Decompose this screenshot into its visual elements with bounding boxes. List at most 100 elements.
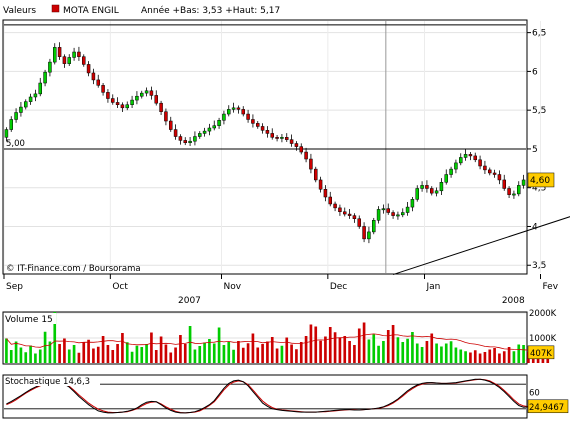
volume-bar (324, 336, 327, 363)
volume-last-label: 407K (530, 349, 552, 359)
volume-bar (174, 347, 177, 363)
volume-bar (87, 339, 90, 363)
volume-bar (473, 350, 477, 363)
candle-body (410, 199, 415, 208)
volume-bar (444, 343, 448, 363)
candle-body (521, 179, 526, 186)
candle-body (430, 188, 434, 194)
stochastic-y-axis: 60 (529, 388, 540, 398)
volume-bar (285, 337, 289, 363)
volume-bar (130, 351, 134, 363)
price-tick-label: 4 (532, 222, 538, 232)
credit-text: © IT-Finance.com / Boursorama (6, 264, 141, 274)
volume-bar (367, 339, 371, 363)
candle-body (270, 133, 274, 138)
candle-body (280, 137, 284, 139)
candle-body (202, 130, 207, 134)
candle-body (14, 112, 18, 120)
candle-body (492, 172, 497, 175)
volume-bar (357, 328, 361, 363)
volume-bar (159, 336, 163, 363)
volume-bar (275, 348, 279, 363)
stochastic-title-bg (4, 376, 100, 386)
candle-body (106, 92, 110, 99)
candle-body (183, 140, 187, 143)
volume-bar (420, 347, 424, 363)
candle-body (24, 101, 28, 108)
volume-bar (5, 338, 8, 363)
volume-bar (459, 349, 463, 363)
volume-last-badge (527, 345, 555, 360)
header-stats: Année +Bas: 3,53 +Haut: 5,17 (141, 5, 280, 16)
volume-bar (92, 348, 95, 363)
candle-body (328, 196, 332, 205)
candle-body (125, 104, 129, 109)
volume-bar (517, 344, 521, 363)
volume-bar (343, 336, 347, 363)
price-grid (3, 21, 541, 273)
volume-bar (295, 349, 298, 363)
volume-bar (34, 353, 37, 363)
candle-body (459, 157, 463, 164)
candle-body (294, 143, 299, 147)
candle-body (48, 61, 52, 73)
candle-body (275, 137, 279, 139)
candle-body (468, 154, 473, 157)
candle-body (256, 123, 260, 127)
price-tick-label: 5 (532, 145, 538, 155)
candle-body (405, 206, 410, 213)
candle-body (463, 154, 468, 158)
volume-tick-label: 2000K (529, 309, 557, 319)
candle-body (401, 212, 405, 216)
stochastic-last-label: 24,9467 (529, 403, 564, 413)
candle-body (19, 106, 23, 113)
volume-bar (193, 349, 197, 363)
volume-bar (251, 333, 255, 363)
candle-body (38, 82, 42, 95)
volume-title-bg (4, 313, 56, 324)
last-price-badge (527, 172, 555, 188)
candle-body (96, 79, 100, 86)
volume-bar (488, 349, 492, 363)
volume-bar (19, 347, 23, 363)
candle-body (86, 64, 91, 74)
candle-body (241, 109, 245, 115)
volume-bar (135, 345, 139, 363)
volume-bar (212, 343, 216, 363)
candle-body (352, 215, 357, 219)
candle-body (130, 99, 134, 105)
candle-body (169, 120, 173, 130)
volume-bar (362, 322, 366, 363)
price-tick-label: 5,5 (532, 106, 546, 116)
volume-bar (145, 344, 148, 363)
candle-body (478, 159, 482, 167)
volume-bar (246, 343, 250, 363)
candlesticks (4, 42, 526, 244)
candle-body (193, 136, 197, 142)
volume-bar (314, 326, 318, 363)
candle-body (28, 96, 33, 102)
volume-bar (449, 341, 453, 363)
candle-body (198, 133, 202, 137)
candle-body (217, 119, 221, 126)
candle-body (260, 126, 265, 131)
chart-header: Valeurs MOTA ENGIL Année +Bas: 3,53 +Hau… (3, 4, 280, 16)
volume-moving-average (6, 333, 548, 351)
x-axis: SepOctNovDecJanFevMar20072008 (3, 274, 559, 306)
candle-body (82, 56, 86, 65)
candle-body (91, 72, 96, 81)
volume-bar (106, 345, 110, 363)
volume-bar (38, 349, 42, 363)
volume-bar (261, 344, 264, 363)
candle-body (304, 151, 308, 160)
reference-label: 5,00 (6, 139, 25, 149)
candle-body (251, 119, 255, 124)
volume-bar (319, 340, 322, 363)
candle-body (507, 188, 511, 195)
volume-title: Volume 15 (5, 315, 53, 325)
volume-bar (430, 333, 434, 363)
header-prefix: Valeurs (3, 6, 36, 16)
volume-bar (96, 346, 100, 363)
candle-body (367, 231, 371, 240)
candle-body (439, 182, 444, 192)
